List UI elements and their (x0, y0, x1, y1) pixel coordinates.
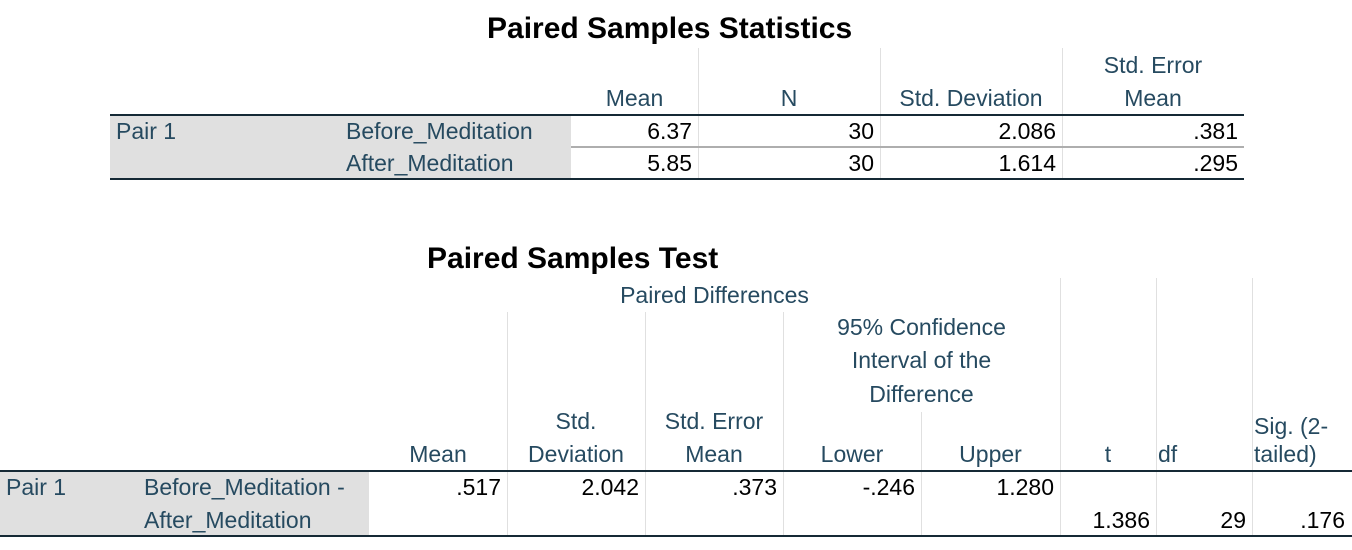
stats-row-header-shade (110, 115, 571, 179)
test-header-t: t (1104, 441, 1112, 467)
test-cell-sig: .176 (1300, 507, 1345, 533)
stats-row-variable: Before_Meditation (346, 118, 533, 144)
test-row-label-1: Before_Meditation - (144, 474, 345, 500)
stats-header-std-err-2: Mean (1124, 85, 1182, 111)
stats-pair-label: Pair 1 (116, 118, 177, 144)
test-title: Paired Samples Test (427, 242, 719, 275)
test-row-label-2: After_Meditation (144, 507, 312, 533)
test-cell-mean: .517 (456, 474, 501, 500)
test-header-ci-1: 95% Confidence (837, 314, 1006, 340)
test-header-std-dev-2: Deviation (528, 441, 624, 467)
test-cell-std-dev: 2.042 (581, 474, 639, 500)
test-header-ci-3: Difference (869, 381, 974, 407)
stats-cell-std-err: .381 (1193, 118, 1238, 144)
stats-cell-mean: 5.85 (647, 150, 692, 176)
test-cell-t: 1.386 (1092, 507, 1150, 533)
test-header-sig-1: Sig. (2- (1254, 413, 1329, 439)
stats-header-n: N (780, 85, 798, 111)
stats-cell-std-dev: 1.614 (998, 150, 1056, 176)
test-header-upper: Upper (959, 441, 1022, 467)
test-header-df: df (1158, 441, 1178, 467)
test-header-sig-2: tailed) (1254, 441, 1317, 467)
test-pair-label: Pair 1 (6, 474, 67, 500)
stats-header-std-err-1: Std. Error (1103, 52, 1203, 78)
test-cell-upper: 1.280 (996, 474, 1054, 500)
stats-header-std-dev: Std. Deviation (899, 85, 1043, 111)
test-header-std-err-2: Mean (685, 441, 743, 467)
test-header-std-dev-1: Std. (555, 408, 597, 434)
test-header-lower: Lower (820, 441, 884, 467)
stats-cell-n: 30 (848, 150, 874, 176)
stats-header-mean: Mean (605, 85, 664, 111)
test-header-mean: Mean (409, 441, 467, 467)
test-row-header-shade (0, 471, 369, 535)
stats-cell-std-err: .295 (1193, 150, 1238, 176)
stats-title: Paired Samples Statistics (487, 12, 853, 45)
test-cell-df: 29 (1220, 507, 1246, 533)
test-cell-std-err: .373 (732, 474, 777, 500)
stats-row-variable: After_Meditation (346, 150, 514, 176)
test-cell-lower: -.246 (862, 474, 915, 500)
test-header-std-err-1: Std. Error (664, 408, 764, 434)
test-header-ci-2: Interval of the (851, 347, 992, 373)
test-header-paired-diff: Paired Differences (620, 282, 809, 308)
stats-cell-std-dev: 2.086 (998, 118, 1056, 144)
stats-cell-n: 30 (848, 118, 874, 144)
stats-cell-mean: 6.37 (647, 118, 692, 144)
